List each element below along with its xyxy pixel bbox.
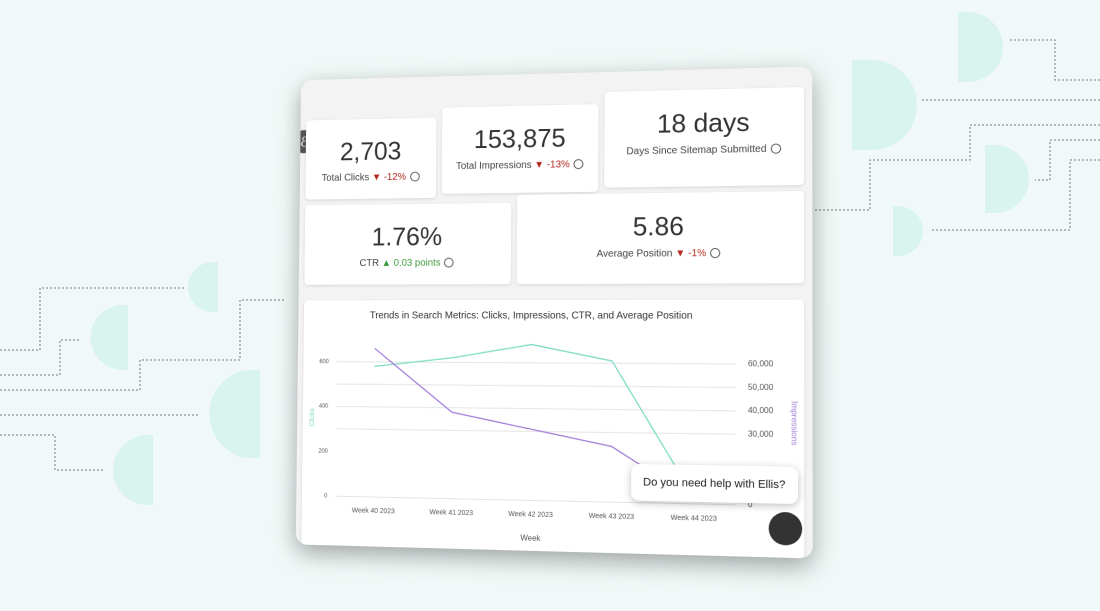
metric-delta: ▼ -12% (371, 171, 407, 184)
y2-tick-label: 30,000 (748, 429, 774, 439)
x-axis-label: Week (520, 533, 540, 543)
metric-delta: ▲ 0.03 points (381, 257, 441, 269)
metric-label: Average Position (596, 248, 673, 260)
y-tick-label: 0 (324, 494, 328, 500)
y-tick-label: 600 (319, 359, 329, 365)
y2-axis-label: Impressions (789, 401, 799, 446)
grid-line (336, 384, 735, 387)
metric-value: 153,875 (473, 122, 566, 155)
y-tick-label: 400 (319, 404, 329, 410)
chart-card: Trends in Search Metrics: Clicks, Impres… (301, 299, 805, 559)
y2-tick-label: 60,000 (748, 359, 774, 369)
metric-card: 2,703 Total Clicks ▼ -12% (305, 117, 437, 200)
metric-label: Total Clicks (321, 172, 370, 184)
y2-tick-label: 0 (748, 500, 753, 510)
y2-tick-label: 50,000 (748, 382, 774, 392)
x-tick-label: Week 43 2023 (589, 513, 635, 521)
chat-button[interactable] (768, 511, 803, 546)
metric-card: 1.76% CTR ▲ 0.03 points (304, 202, 512, 285)
x-tick-label: Week 40 2023 (352, 507, 395, 515)
metric-delta: ▼ -13% (534, 159, 570, 171)
metric-card: 5.86 Average Position ▼ -1% (516, 191, 805, 285)
chart: Trends in Search Metrics: Clicks, Impres… (309, 310, 799, 543)
metric-card: 18 days Days Since Sitemap Submitted (604, 87, 805, 188)
metric-value: 5.86 (632, 210, 684, 242)
y2-tick-label: 40,000 (748, 406, 774, 416)
chat-popup[interactable]: Do you need help with Ellis? (630, 463, 798, 505)
grid-line (336, 406, 736, 410)
metric-card: 153,875 Total Impressions ▼ -13% (441, 104, 599, 194)
chart-title: Trends in Search Metrics: Clicks, Impres… (370, 310, 693, 321)
metric-delta: ▼ -1% (675, 248, 707, 260)
metric-label: Total Impressions (455, 159, 532, 173)
y-axis-label: Clicks (309, 408, 316, 427)
y-tick-label: 200 (318, 449, 328, 455)
dashboard-panel: ℰ 2,703 Total Clicks ▼ -12% 153,875 Tota… (295, 66, 813, 559)
metric-label: CTR (359, 258, 380, 269)
x-tick-label: Week 41 2023 (429, 509, 473, 517)
x-tick-label: Week 44 2023 (671, 514, 717, 522)
x-tick-label: Week 42 2023 (508, 511, 553, 519)
metric-label: Days Since Sitemap Submitted (626, 143, 767, 158)
metric-value: 18 days (656, 106, 750, 139)
metric-value: 2,703 (339, 135, 402, 167)
metric-value: 1.76% (371, 221, 443, 252)
